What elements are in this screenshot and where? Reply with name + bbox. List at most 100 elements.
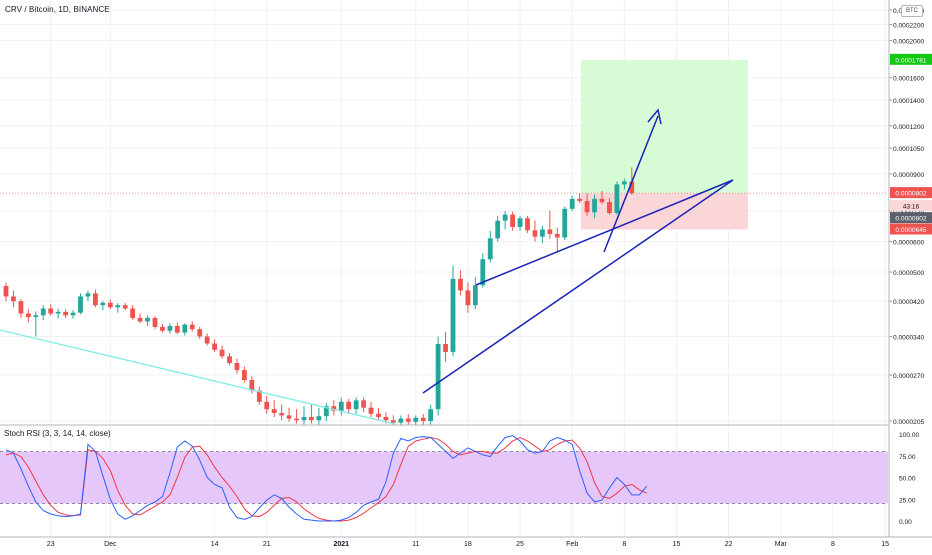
stoch-rsi-k-line (5, 435, 648, 522)
candle-body (510, 214, 515, 227)
candle-body (227, 356, 232, 364)
stoch-rsi-pane (0, 424, 889, 522)
time-tick-label: 21 (263, 541, 271, 548)
countdown-label: 43:16 (903, 204, 920, 211)
candle-body (40, 308, 46, 316)
time-tick-label: 18 (464, 541, 472, 548)
price-tick-label: 0.0000600 (893, 240, 925, 247)
candle-body (130, 308, 136, 318)
candle-body (383, 416, 389, 421)
time-tick-label: Mar (775, 541, 788, 548)
candle-body (361, 400, 366, 408)
candle-body (115, 305, 121, 308)
candle-body (271, 409, 277, 414)
candle-body (376, 413, 381, 417)
price-tick-label: 0.0001400 (893, 98, 925, 105)
price-tick-label: 0.0000900 (893, 172, 925, 179)
candle-body (249, 380, 255, 391)
target-zone (581, 59, 748, 194)
candle-body (152, 317, 158, 327)
candle-body (189, 324, 195, 330)
candle-body (294, 418, 299, 421)
candle-body (167, 326, 173, 331)
candle-body (204, 336, 210, 344)
symbol-title[interactable]: CRV / Bitcoin, 1D, BINANCE (5, 5, 110, 14)
candle-body (629, 181, 635, 194)
candle-body (495, 220, 501, 239)
candle-body (48, 308, 54, 314)
stop-price-label-bg (890, 223, 932, 235)
candle-body (3, 285, 9, 297)
candle-body (309, 416, 314, 421)
candle-body (174, 326, 180, 333)
candle-body (569, 198, 575, 209)
time-tick-label: 11 (412, 541, 419, 548)
price-tick-label: 0.0001200 (893, 124, 925, 131)
price-tick-label: 0.0000500 (893, 270, 925, 277)
candle-body (450, 278, 456, 352)
wedge-upper-line (475, 179, 734, 286)
price-tick-label: 0.0000205 (893, 419, 925, 426)
candle-body (331, 406, 337, 411)
candle-body (428, 409, 434, 421)
candle-body (63, 311, 68, 316)
drawings (0, 108, 734, 425)
time-tick-label: 2021 (333, 541, 349, 548)
time-tick-label: 23 (47, 541, 55, 548)
candle-body (405, 418, 411, 422)
stop-price-label: 0.0000645 (895, 227, 927, 234)
time-tick-label: 15 (881, 541, 889, 548)
candle-body (621, 181, 627, 185)
candle-body (100, 302, 106, 306)
bid-price-label-bg (890, 212, 932, 224)
candle-body (212, 343, 217, 350)
candle-body (458, 278, 463, 291)
grid (0, 0, 888, 537)
candle-body (577, 198, 583, 202)
candle-body (85, 293, 91, 297)
projection-arrow-head (647, 108, 662, 125)
time-tick-label: Dec (104, 541, 117, 548)
candle-body (316, 416, 322, 421)
candle-body (137, 317, 143, 322)
candle-body (607, 202, 612, 214)
candle-body (353, 400, 359, 410)
time-tick-label: 25 (516, 541, 524, 548)
rsi-tick-label: 50.00 (899, 476, 916, 483)
candle-body (11, 296, 16, 302)
candle-body (368, 407, 374, 414)
candle-body (234, 363, 240, 371)
candle-body (487, 238, 493, 260)
candle-body (25, 313, 31, 318)
candle-body (562, 208, 568, 238)
price-tick-label: 0.0000340 (893, 334, 925, 341)
candle-body (323, 406, 329, 417)
downtrend-line (0, 329, 396, 425)
currency-badge[interactable]: BTC (901, 5, 923, 17)
candle-body (502, 214, 508, 221)
rsi-tick-label: 100.00 (899, 432, 920, 439)
candle-body (435, 344, 441, 410)
stoch-rsi-d-line (5, 436, 647, 522)
candle-body (547, 229, 553, 234)
projection-arrow-shaft (603, 115, 659, 253)
candle-body (219, 349, 225, 357)
candle-body (517, 218, 523, 227)
candle-body (398, 418, 404, 423)
candle-body (256, 390, 262, 402)
candle-body (242, 370, 247, 381)
candle-body (413, 417, 419, 422)
candle-body (346, 401, 352, 410)
candle-body (93, 293, 98, 306)
time-tick-label: Feb (566, 541, 578, 548)
candle-body (264, 401, 270, 410)
candle-body (532, 230, 538, 237)
candle-body (391, 420, 396, 423)
stoch-rsi-title[interactable]: Stoch RSI (3, 3, 14, 14, close) (4, 429, 111, 438)
price-tick-label: 0.0001050 (893, 146, 925, 153)
time-tick-label: 8 (831, 541, 835, 548)
rsi-tick-label: 75.00 (899, 454, 916, 461)
candle-body (107, 302, 113, 308)
